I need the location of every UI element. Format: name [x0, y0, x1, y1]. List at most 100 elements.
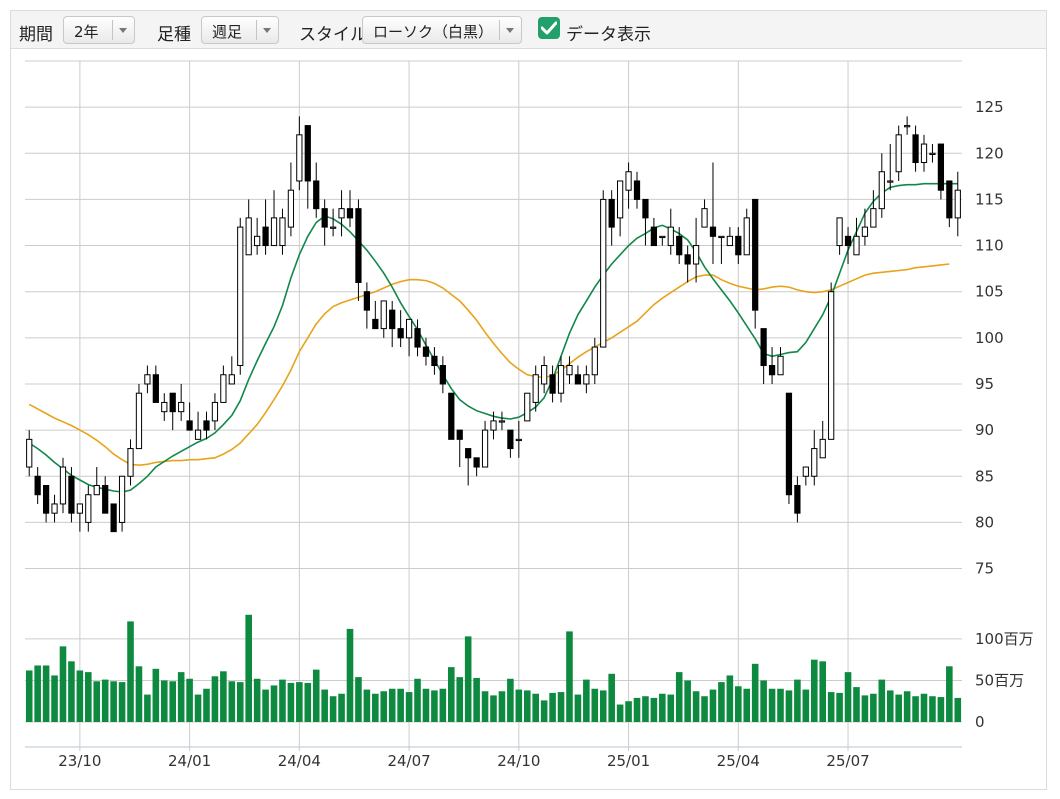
volume-bar: [135, 666, 143, 722]
volume-bar: [287, 682, 295, 722]
date-tick-label: 25/07: [826, 752, 869, 770]
volume-bar: [144, 694, 151, 722]
candle-body: [828, 291, 835, 440]
price-tick-label: 120: [975, 144, 1004, 162]
volume-bar: [625, 701, 632, 722]
volume-bar: [42, 665, 50, 722]
volume-bar: [785, 690, 793, 722]
candle-body: [456, 429, 463, 440]
volume-bar: [397, 688, 404, 722]
candle-body: [220, 374, 227, 403]
candle-body: [76, 503, 83, 514]
candle-body: [338, 208, 345, 219]
volume-bar: [194, 694, 202, 722]
candle-body: [794, 484, 801, 514]
ma-long-line: [28, 263, 950, 467]
candle-body: [726, 235, 733, 247]
candle-body: [465, 448, 472, 459]
candle-body: [954, 189, 961, 219]
volume-bar: [439, 688, 447, 722]
candle-body: [473, 457, 480, 468]
volume-bar: [329, 696, 337, 722]
candle-body: [85, 494, 92, 523]
volume-bar: [448, 667, 455, 722]
volume-bar: [101, 679, 109, 722]
date-tick-label: 25/01: [607, 752, 650, 770]
volume-bar: [220, 671, 227, 722]
data-display-checkbox[interactable]: [538, 17, 560, 39]
candle-body: [600, 198, 607, 348]
candle-body: [245, 217, 252, 256]
volume-bar: [25, 670, 33, 722]
volume-bar: [861, 695, 869, 722]
volume-bar: [642, 696, 649, 722]
volume-bar: [895, 694, 902, 722]
candle-body: [684, 254, 691, 265]
volume-bar: [34, 665, 41, 722]
volume-bar: [236, 682, 244, 722]
volume-bar: [59, 646, 67, 722]
volume-bar: [431, 690, 438, 722]
candle-body: [118, 475, 126, 523]
price-tick-label: 80: [975, 513, 994, 531]
price-tick-label: 115: [975, 190, 1004, 208]
candle-body: [591, 346, 598, 376]
volume-bar: [186, 678, 193, 722]
volume-bar: [701, 696, 708, 722]
volume-bar: [929, 696, 936, 722]
candle-body: [498, 420, 506, 423]
style-value: ローソク（白黒）: [373, 23, 494, 41]
candle-body: [904, 125, 911, 128]
volume-bar: [937, 697, 945, 722]
price-tick-label: 75: [975, 560, 994, 578]
style-select[interactable]: ローソク（白黒）: [362, 16, 522, 44]
candle-body: [929, 152, 936, 155]
candle-body: [169, 392, 176, 413]
period-select[interactable]: 2年: [63, 16, 135, 44]
candle-body: [380, 300, 387, 330]
volume-bar: [304, 682, 312, 722]
volume-bar: [920, 693, 928, 722]
candle-body: [878, 171, 885, 210]
volume-bar: [844, 672, 852, 722]
stock-chart: 75 80 85 90 95 100 105 110 115 120 125 0 50百万 100百万 23…: [25, 60, 1034, 770]
dropdown-separator: [256, 20, 257, 40]
volume-bar: [118, 682, 126, 722]
candle-body: [448, 392, 455, 440]
volume-bar: [405, 692, 413, 722]
candle-body: [321, 208, 328, 228]
candle-body: [701, 208, 708, 228]
candle-body: [287, 189, 295, 228]
volume-bar: [768, 688, 776, 722]
volume-bar: [262, 689, 269, 722]
candle-body: [709, 226, 717, 237]
price-tick-label: 125: [975, 98, 1004, 116]
volume-bar: [616, 704, 624, 722]
data-display-label: データ表示: [566, 25, 651, 45]
date-tick-label: 24/04: [278, 752, 321, 770]
style-label: スタイル: [299, 25, 367, 45]
price-tick-label: 85: [975, 467, 994, 485]
interval-select[interactable]: 週足: [201, 16, 279, 44]
candle-body: [397, 328, 404, 339]
volume-bar: [85, 672, 92, 722]
volume-bar: [718, 682, 725, 722]
candle-body: [853, 235, 860, 256]
volume-bar: [608, 673, 615, 722]
candle-body: [262, 226, 269, 247]
candle-body: [51, 503, 58, 514]
candle-body: [768, 365, 776, 376]
volume-bar: [549, 692, 556, 722]
volume-bar: [903, 691, 911, 722]
volume-bar: [245, 614, 252, 722]
candle-body: [617, 180, 624, 219]
candle-body: [887, 180, 894, 183]
volume-bar: [675, 672, 683, 722]
candle-body: [844, 235, 852, 247]
price-tick-label: 90: [975, 421, 994, 439]
candle-body: [355, 208, 362, 283]
candle-body: [135, 392, 143, 450]
volume-bar: [751, 663, 759, 722]
volume-bar: [802, 689, 810, 722]
candle-body: [414, 328, 421, 348]
